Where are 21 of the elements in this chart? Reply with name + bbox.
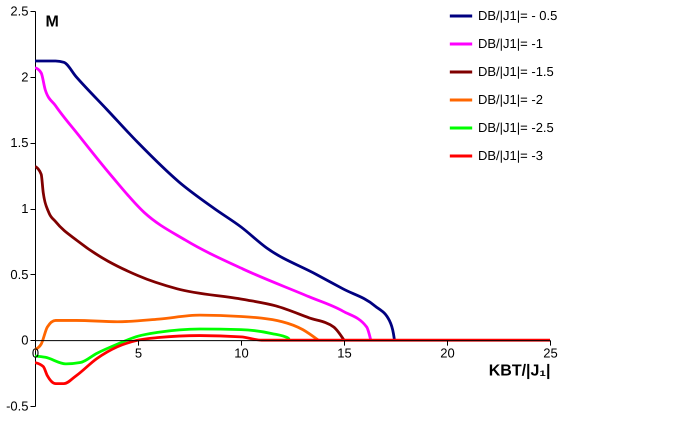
y-tick-label: 0	[21, 332, 28, 348]
y-tick-label: 0.5	[10, 266, 28, 282]
legend-label: DB/|J1|= -1.5	[478, 64, 554, 79]
legend-label: DB/|J1|= -2.5	[478, 120, 554, 135]
y-tick-label: -0.5	[6, 398, 28, 414]
x-tick-label: 20	[440, 346, 455, 361]
x-tick-label: 10	[234, 346, 249, 361]
x-tick-label: 25	[543, 346, 558, 361]
x-axis-title: KBT/|J₁|	[488, 362, 550, 380]
y-tick-label: 2.5	[10, 4, 28, 18]
legend-label: DB/|J1|= -3	[478, 148, 543, 163]
line-series	[35, 164, 346, 342]
y-tick-label: 1.5	[10, 135, 28, 150]
x-tick-label: 5	[134, 346, 142, 361]
y-tick-label: 2	[21, 69, 28, 84]
y-axis-title: M	[46, 14, 59, 30]
y-tick-label: 1	[21, 201, 28, 216]
legend-label: DB/|J1|= - 0.5	[478, 8, 558, 23]
x-tick-label: 15	[337, 346, 352, 361]
legend-label: DB/|J1|= -2	[478, 92, 543, 107]
legend-label: DB/|J1|= -1	[478, 36, 543, 51]
